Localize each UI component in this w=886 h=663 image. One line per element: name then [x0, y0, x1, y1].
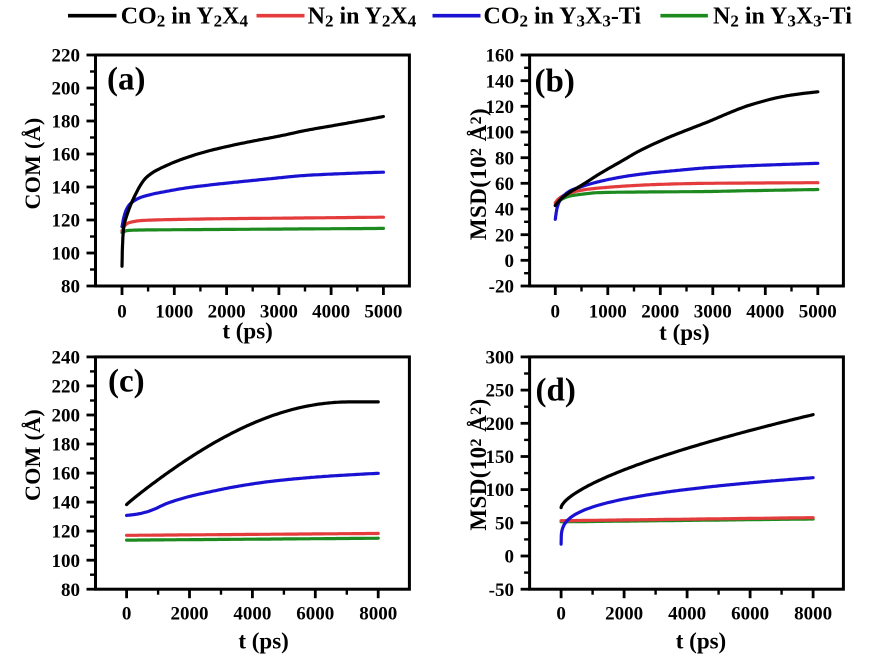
svg-text:160: 160	[486, 46, 515, 67]
svg-text:0: 0	[505, 251, 515, 272]
svg-text:180: 180	[52, 112, 81, 133]
svg-text:0: 0	[551, 302, 561, 323]
svg-text:300: 300	[486, 348, 515, 369]
svg-text:220: 220	[52, 46, 81, 67]
svg-text:240: 240	[52, 348, 81, 369]
svg-text:160: 160	[52, 145, 81, 166]
svg-text:(d): (d)	[536, 373, 576, 409]
svg-text:8000: 8000	[359, 603, 397, 624]
svg-text:1000: 1000	[589, 302, 627, 323]
svg-text:t (ps): t (ps)	[222, 319, 272, 344]
svg-text:t (ps): t (ps)	[676, 629, 726, 654]
svg-text:100: 100	[486, 480, 515, 501]
svg-text:COM (Å): COM (Å)	[20, 118, 45, 210]
svg-text:0: 0	[122, 603, 132, 624]
svg-text:5000: 5000	[799, 302, 837, 323]
svg-text:8000: 8000	[794, 603, 832, 624]
svg-text:120: 120	[486, 97, 515, 118]
svg-text:20: 20	[495, 225, 514, 246]
svg-text:150: 150	[486, 447, 515, 468]
svg-text:2000: 2000	[605, 603, 643, 624]
svg-text:40: 40	[495, 200, 514, 221]
svg-text:0: 0	[556, 603, 566, 624]
svg-text:0: 0	[505, 547, 515, 568]
svg-text:t (ps): t (ps)	[659, 320, 709, 345]
svg-text:-50: -50	[489, 580, 514, 601]
svg-text:250: 250	[486, 381, 515, 402]
svg-text:80: 80	[495, 148, 514, 169]
svg-text:140: 140	[52, 493, 81, 514]
svg-text:0: 0	[117, 302, 127, 323]
svg-text:3000: 3000	[260, 302, 298, 323]
svg-text:100: 100	[52, 551, 81, 572]
svg-text:140: 140	[52, 178, 81, 199]
svg-text:160: 160	[52, 464, 81, 485]
svg-text:140: 140	[486, 71, 515, 92]
svg-text:200: 200	[52, 406, 81, 427]
svg-text:2000: 2000	[641, 302, 679, 323]
svg-text:100: 100	[486, 123, 515, 144]
svg-text:N2 in Y2X4: N2 in Y2X4	[308, 4, 417, 31]
svg-text:2000: 2000	[171, 603, 209, 624]
svg-text:(b): (b)	[535, 64, 575, 100]
svg-text:6000: 6000	[731, 603, 769, 624]
svg-text:3000: 3000	[694, 302, 732, 323]
svg-text:50: 50	[495, 513, 514, 534]
svg-text:COM (Å): COM (Å)	[20, 409, 45, 501]
svg-text:(c): (c)	[108, 364, 145, 400]
svg-text:120: 120	[52, 522, 81, 543]
svg-text:60: 60	[495, 174, 514, 195]
svg-text:80: 80	[61, 277, 80, 298]
svg-text:6000: 6000	[296, 603, 334, 624]
svg-text:-20: -20	[489, 277, 514, 298]
svg-text:80: 80	[61, 580, 80, 601]
svg-text:CO2 in Y3X3-Ti: CO2 in Y3X3-Ti	[484, 4, 642, 31]
svg-text:t (ps): t (ps)	[238, 629, 288, 654]
svg-text:5000: 5000	[364, 302, 402, 323]
svg-text:(a): (a)	[107, 62, 145, 98]
svg-text:220: 220	[52, 377, 81, 398]
svg-text:MSD(102 Å2): MSD(102 Å2)	[466, 108, 491, 240]
svg-text:4000: 4000	[312, 302, 350, 323]
svg-text:200: 200	[486, 414, 515, 435]
svg-text:4000: 4000	[233, 603, 271, 624]
svg-text:MSD(102 Å2): MSD(102 Å2)	[466, 398, 491, 530]
svg-text:4000: 4000	[746, 302, 784, 323]
svg-text:100: 100	[52, 244, 81, 265]
svg-text:4000: 4000	[668, 603, 706, 624]
svg-text:120: 120	[52, 211, 81, 232]
svg-text:CO2 in Y2X4: CO2 in Y2X4	[121, 4, 249, 31]
svg-text:2000: 2000	[208, 302, 246, 323]
svg-text:180: 180	[52, 435, 81, 456]
svg-text:200: 200	[52, 79, 81, 100]
svg-text:1000: 1000	[155, 302, 193, 323]
